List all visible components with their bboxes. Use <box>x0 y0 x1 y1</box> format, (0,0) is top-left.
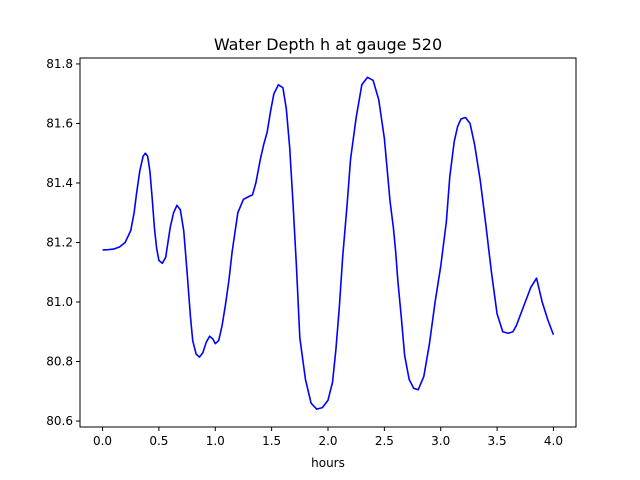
x-axis-label: hours <box>311 456 345 470</box>
x-tick-label: 0.5 <box>149 434 168 448</box>
series-line <box>102 76 555 410</box>
x-tick-label: 0.0 <box>93 434 112 448</box>
y-tick-label: 80.8 <box>46 355 73 369</box>
x-tick-label: 2.5 <box>375 434 394 448</box>
x-tick-label: 1.5 <box>262 434 281 448</box>
y-tick-label: 81.8 <box>46 57 73 71</box>
x-tick-label: 3.0 <box>431 434 450 448</box>
plot-frame <box>79 57 577 428</box>
x-tick-label: 2.0 <box>318 434 337 448</box>
y-tick-label: 81.0 <box>46 295 73 309</box>
x-tick-label: 3.5 <box>488 434 507 448</box>
x-tick-label: 4.0 <box>544 434 563 448</box>
y-tick-label: 81.2 <box>46 236 73 250</box>
y-tick-label: 81.6 <box>46 116 73 130</box>
chart-title: Water Depth h at gauge 520 <box>214 35 442 54</box>
y-tick-label: 81.4 <box>46 176 73 190</box>
y-tick-label: 80.6 <box>46 414 73 428</box>
plot-area: 0.0 0.5 1.0 1.5 2.0 2.5 3.0 3.5 4.0 80.6 80.8 81.0 8… <box>46 57 577 448</box>
x-tick-label: 1.0 <box>206 434 225 448</box>
